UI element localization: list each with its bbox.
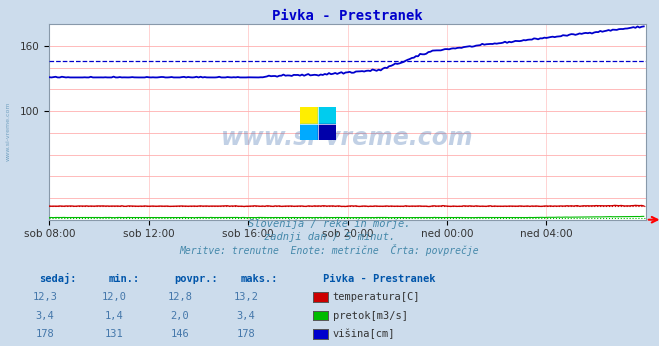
Text: 1,4: 1,4 (105, 311, 123, 321)
Text: Slovenija / reke in morje.: Slovenija / reke in morje. (248, 219, 411, 229)
Bar (300, 107, 318, 124)
Text: min.:: min.: (109, 274, 140, 284)
Text: Pivka - Prestranek: Pivka - Prestranek (323, 274, 436, 284)
Text: 178: 178 (36, 329, 54, 339)
Text: 2,0: 2,0 (171, 311, 189, 321)
Text: 178: 178 (237, 329, 255, 339)
Text: višina[cm]: višina[cm] (333, 329, 395, 339)
Text: 13,2: 13,2 (233, 292, 258, 302)
Text: zadnji dan / 5 minut.: zadnji dan / 5 minut. (264, 233, 395, 243)
Text: povpr.:: povpr.: (175, 274, 218, 284)
Text: 12,0: 12,0 (101, 292, 127, 302)
Text: 131: 131 (105, 329, 123, 339)
Bar (300, 124, 318, 140)
Bar (318, 107, 336, 124)
Text: 12,8: 12,8 (167, 292, 192, 302)
Text: sedaj:: sedaj: (40, 273, 77, 284)
Text: 3,4: 3,4 (237, 311, 255, 321)
Text: 3,4: 3,4 (36, 311, 54, 321)
Text: pretok[m3/s]: pretok[m3/s] (333, 311, 408, 321)
Text: Meritve: trenutne  Enote: metrične  Črta: povprečje: Meritve: trenutne Enote: metrične Črta: … (180, 244, 479, 256)
Bar (318, 124, 336, 140)
Text: temperatura[C]: temperatura[C] (333, 292, 420, 302)
Text: www.si-vreme.com: www.si-vreme.com (5, 102, 11, 161)
Title: Pivka - Prestranek: Pivka - Prestranek (272, 9, 423, 23)
Text: maks.:: maks.: (241, 274, 278, 284)
Text: www.si-vreme.com: www.si-vreme.com (221, 126, 474, 149)
Text: 146: 146 (171, 329, 189, 339)
Text: 12,3: 12,3 (32, 292, 57, 302)
